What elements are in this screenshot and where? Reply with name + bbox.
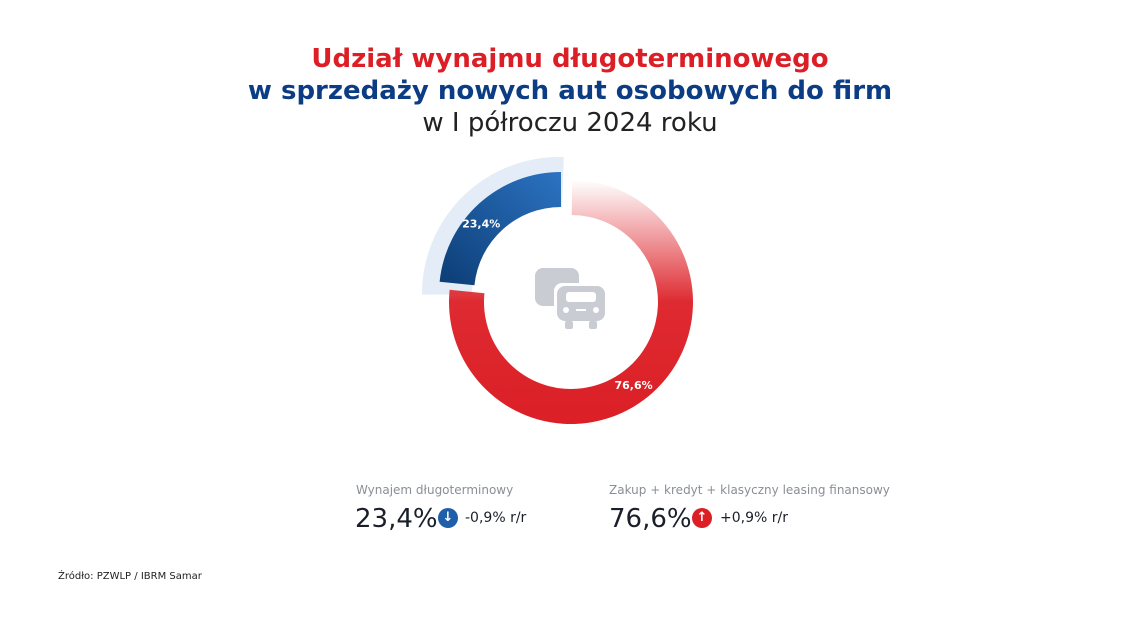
title-line-3: w I półroczu 2024 roku bbox=[422, 108, 718, 138]
legend-change-0: -0,9% r/r bbox=[465, 510, 527, 526]
source-note: Źródło: PZWLP / IBRM Samar bbox=[58, 571, 202, 582]
slice-0 bbox=[439, 172, 561, 286]
legend-value-1: 76,6% bbox=[609, 504, 692, 534]
legend-label-1: Zakup + kredyt + klasyczny leasing finan… bbox=[609, 483, 890, 497]
legend-label-0: Wynajem długoterminowy bbox=[356, 483, 514, 497]
legend-value-0: 23,4% bbox=[355, 504, 438, 534]
arrow-down-icon: ↓ bbox=[438, 508, 458, 528]
title-line-2: w sprzedaży nowych aut osobowych do firm bbox=[247, 76, 893, 106]
cars-icon bbox=[535, 268, 608, 329]
legend-change-1: +0,9% r/r bbox=[720, 510, 788, 526]
data-label-1: 76,6% bbox=[615, 379, 653, 392]
title-line-1: Udział wynajmu długoterminowego bbox=[311, 44, 829, 74]
data-label-0: 23,4% bbox=[462, 217, 500, 230]
arrow-up-icon: ↑ bbox=[692, 508, 712, 528]
